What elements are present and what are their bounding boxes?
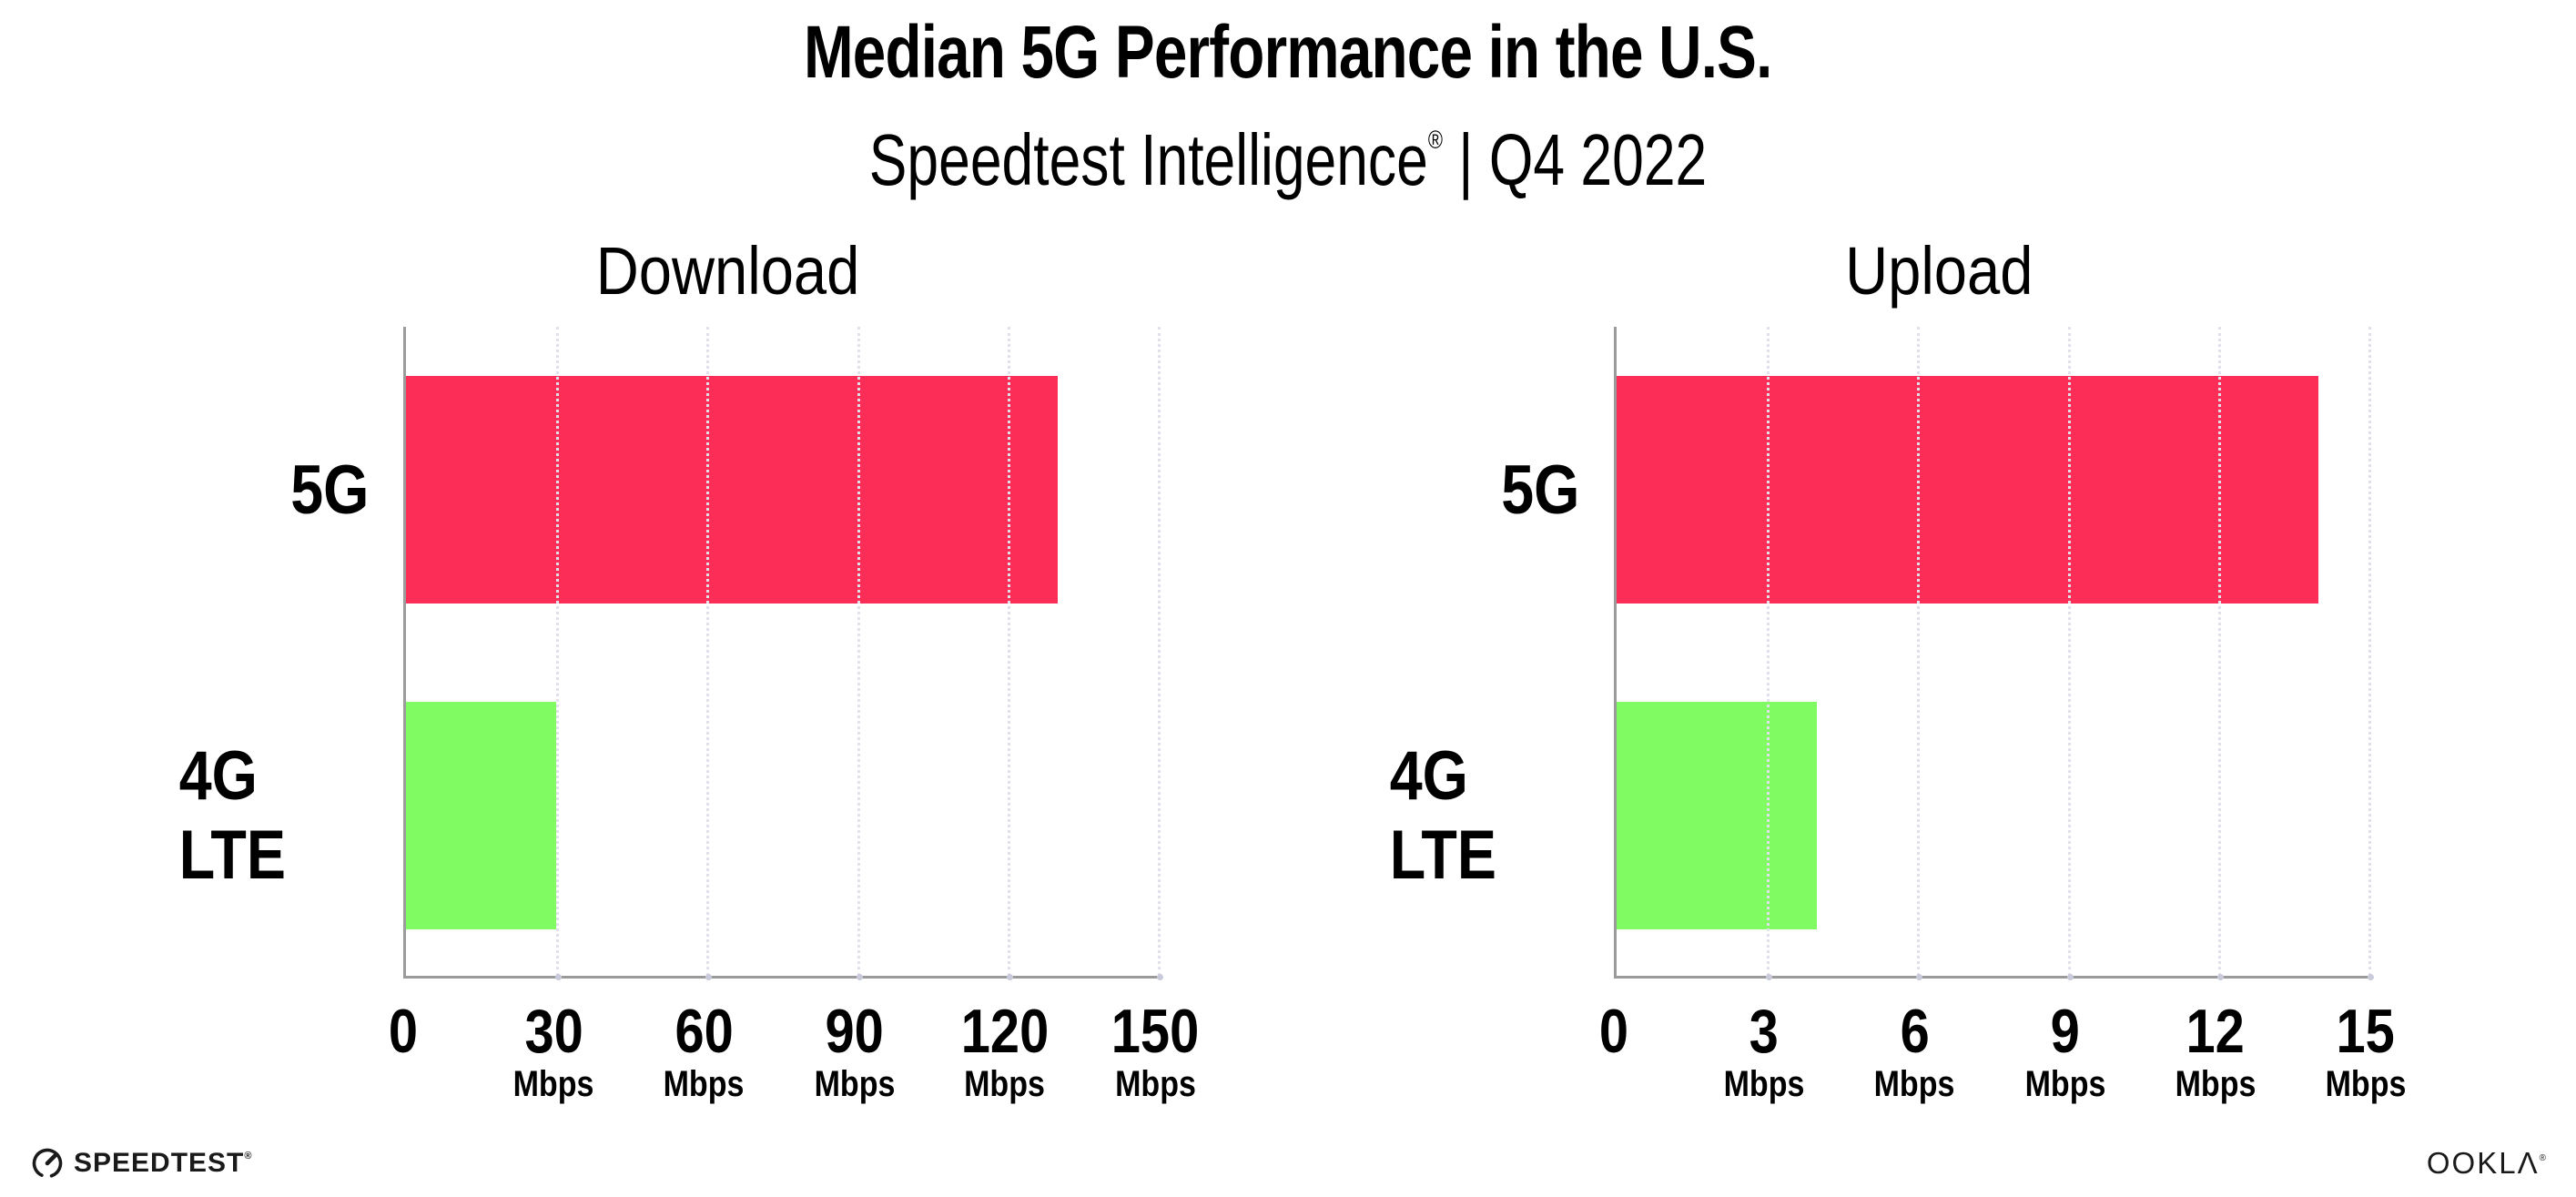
upload-plot-area [1614,327,2374,980]
x-tick-unit: Mbps [664,1064,745,1104]
x-tick-label: 90 [825,997,884,1066]
subtitle-quarter: | Q4 2022 [1442,119,1708,200]
gridline [2368,327,2374,980]
page-subtitle: Speedtest Intelligence® | Q4 2022 [0,96,2576,204]
y-axis-label-5g: 5G [1500,451,1579,529]
x-tick-label: 12 [2186,997,2245,1066]
x-axis-tick: 120 Mbps [953,997,1056,1104]
x-tick-label: 0 [1598,997,1629,1066]
download-y-axis-labels: 5G 4G LTE [146,327,403,979]
upload-x-axis: 0 3 Mbps 6 Mbps 9 Mbps 12 Mbps 15 Mbps [1599,979,2406,1115]
x-axis-tick: 15 Mbps [2318,997,2413,1104]
y-axis-label-4g-lte: 4G LTE [1389,737,1496,894]
speedtest-logo: SPEEDTEST® [30,1146,251,1181]
x-axis-tick: 150 Mbps [1103,997,1206,1104]
x-axis-tick: 3 Mbps [1717,997,1811,1104]
charts-row: Download 5G 4G LTE 0 30 Mbps 60 Mbps 90 Mbps 12… [0,204,2576,1115]
x-tick-label: 9 [2050,997,2080,1066]
x-tick-label: 15 [2336,997,2396,1066]
x-tick-label: 30 [524,997,583,1066]
download-chart-title: Download [596,233,860,309]
y-axis-label-4g-lte: 4G LTE [178,737,286,894]
y-axis-label-5g: 5G [289,451,369,529]
x-tick-unit: Mbps [964,1064,1046,1104]
gridline [1006,327,1013,980]
x-tick-label: 0 [388,997,419,1066]
x-axis-tick: 90 Mbps [806,997,901,1104]
gridline [1916,327,1923,980]
gridline [856,327,863,980]
download-plot-area [403,327,1163,980]
bar-upload-5g [1617,375,2318,604]
x-axis-tick: 6 Mbps [1867,997,1962,1104]
x-axis-tick: 0 [1597,997,1631,1066]
x-tick-label: 6 [1900,997,1930,1066]
ookla-registered-mark: ® [2539,1153,2546,1163]
x-tick-unit: Mbps [814,1064,895,1104]
x-tick-unit: Mbps [2175,1064,2257,1104]
x-tick-unit: Mbps [1114,1064,1196,1104]
footer: SPEEDTEST® OOKLΛ® [30,1146,2546,1181]
upload-chart: Upload 5G 4G LTE 0 3 Mbps 6 Mbps 9 Mbps 12 Mbps 1… [1356,235,2521,1115]
x-tick-label: 3 [1749,997,1780,1066]
x-tick-unit: Mbps [2024,1064,2105,1104]
x-axis-tick: 30 Mbps [506,997,601,1104]
upload-y-axis-labels: 5G 4G LTE [1356,327,1614,979]
gridline [1766,327,1773,980]
page-title: Median 5G Performance in the U.S. [804,11,1772,94]
x-axis-tick: 0 [386,997,421,1066]
gridline [705,327,713,980]
x-tick-unit: Mbps [1723,1064,1805,1104]
x-axis-tick: 9 Mbps [2017,997,2112,1104]
download-x-axis: 0 30 Mbps 60 Mbps 90 Mbps 120 Mbps 150 Mbps [389,979,1199,1115]
x-tick-unit: Mbps [2325,1064,2407,1104]
ookla-logo: OOKLΛ® [2427,1146,2546,1181]
gridline [1157,327,1163,980]
x-tick-label: 120 [960,997,1050,1066]
bar-upload-4g-lte [1617,701,1818,930]
gridline [555,327,563,980]
registered-mark: ® [1427,126,1443,154]
download-chart: Download 5G 4G LTE 0 30 Mbps 60 Mbps 90 Mbps 12… [146,235,1311,1115]
speedtest-gauge-icon [30,1146,65,1181]
x-axis-tick: 60 Mbps [656,997,751,1104]
upload-chart-title: Upload [1844,233,2033,309]
x-tick-unit: Mbps [1874,1064,1955,1104]
ookla-wordmark: OOKLΛ® [2426,1146,2546,1180]
x-tick-unit: Mbps [512,1064,594,1104]
gridline [2066,327,2074,980]
bar-download-4g-lte [406,701,557,930]
subtitle-brand: Speedtest Intelligence [868,119,1428,200]
x-tick-label: 150 [1111,997,1200,1066]
header: Median 5G Performance in the U.S. Speedt… [0,0,2576,204]
x-axis-tick: 12 Mbps [2168,997,2263,1104]
gridline [2216,327,2224,980]
bar-download-5g [406,375,1058,604]
speedtest-wordmark: SPEEDTEST® [74,1148,252,1178]
x-tick-label: 60 [674,997,734,1066]
speedtest-registered-mark: ® [244,1151,252,1161]
